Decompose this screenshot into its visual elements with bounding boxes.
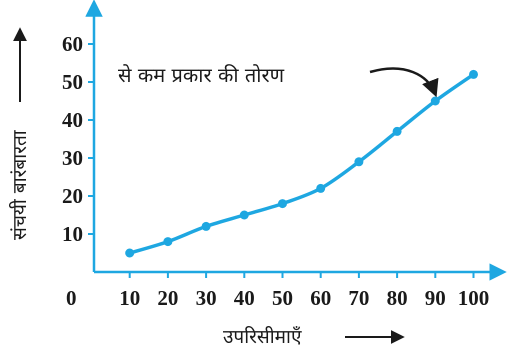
x-tick-label: 50 [272, 286, 293, 310]
data-point [354, 157, 364, 167]
data-point [469, 69, 478, 79]
annotation-label: से कम प्रकार की तोरण [118, 63, 285, 87]
x-axis-label: उपरिसीमाएँ [223, 325, 302, 348]
y-axis-label: संचयी बारंबारता [8, 129, 31, 240]
y-tick-label: 50 [62, 70, 83, 94]
data-point [392, 126, 402, 136]
y-tick-label: 20 [62, 184, 83, 208]
origin-label: 0 [66, 286, 77, 310]
x-tick-label: 30 [196, 286, 217, 310]
x-tick-label: 70 [348, 286, 369, 310]
data-point [430, 96, 440, 106]
y-tick-label: 40 [62, 108, 83, 132]
data-point [201, 221, 211, 231]
annotation-arrow [369, 67, 439, 98]
x-tick-label: 80 [387, 286, 408, 310]
data-point [163, 237, 173, 247]
x-axis-title: उपरिसीमाएँ [223, 325, 405, 348]
data-point [278, 199, 287, 209]
y-axis-title: संचयी बारंबारता [8, 27, 31, 240]
y-tick-label: 10 [62, 222, 83, 246]
x-tick-label: 40 [234, 286, 255, 310]
y-tick-label: 60 [62, 32, 83, 56]
x-tick-label: 60 [310, 286, 331, 310]
data-point [239, 210, 249, 220]
x-tick-label: 90 [425, 286, 446, 310]
y-ticks: 10 20 30 40 50 60 [62, 32, 94, 246]
x-tick-label: 100 [458, 286, 490, 310]
x-ticks: 10 20 30 40 50 60 70 80 90 100 [119, 272, 489, 310]
y-tick-label: 30 [62, 146, 83, 170]
x-tick-label: 20 [157, 286, 178, 310]
series-line [127, 72, 476, 255]
data-point [125, 248, 135, 258]
data-point [316, 183, 326, 193]
x-tick-label: 10 [119, 286, 140, 310]
series-points [125, 69, 478, 258]
